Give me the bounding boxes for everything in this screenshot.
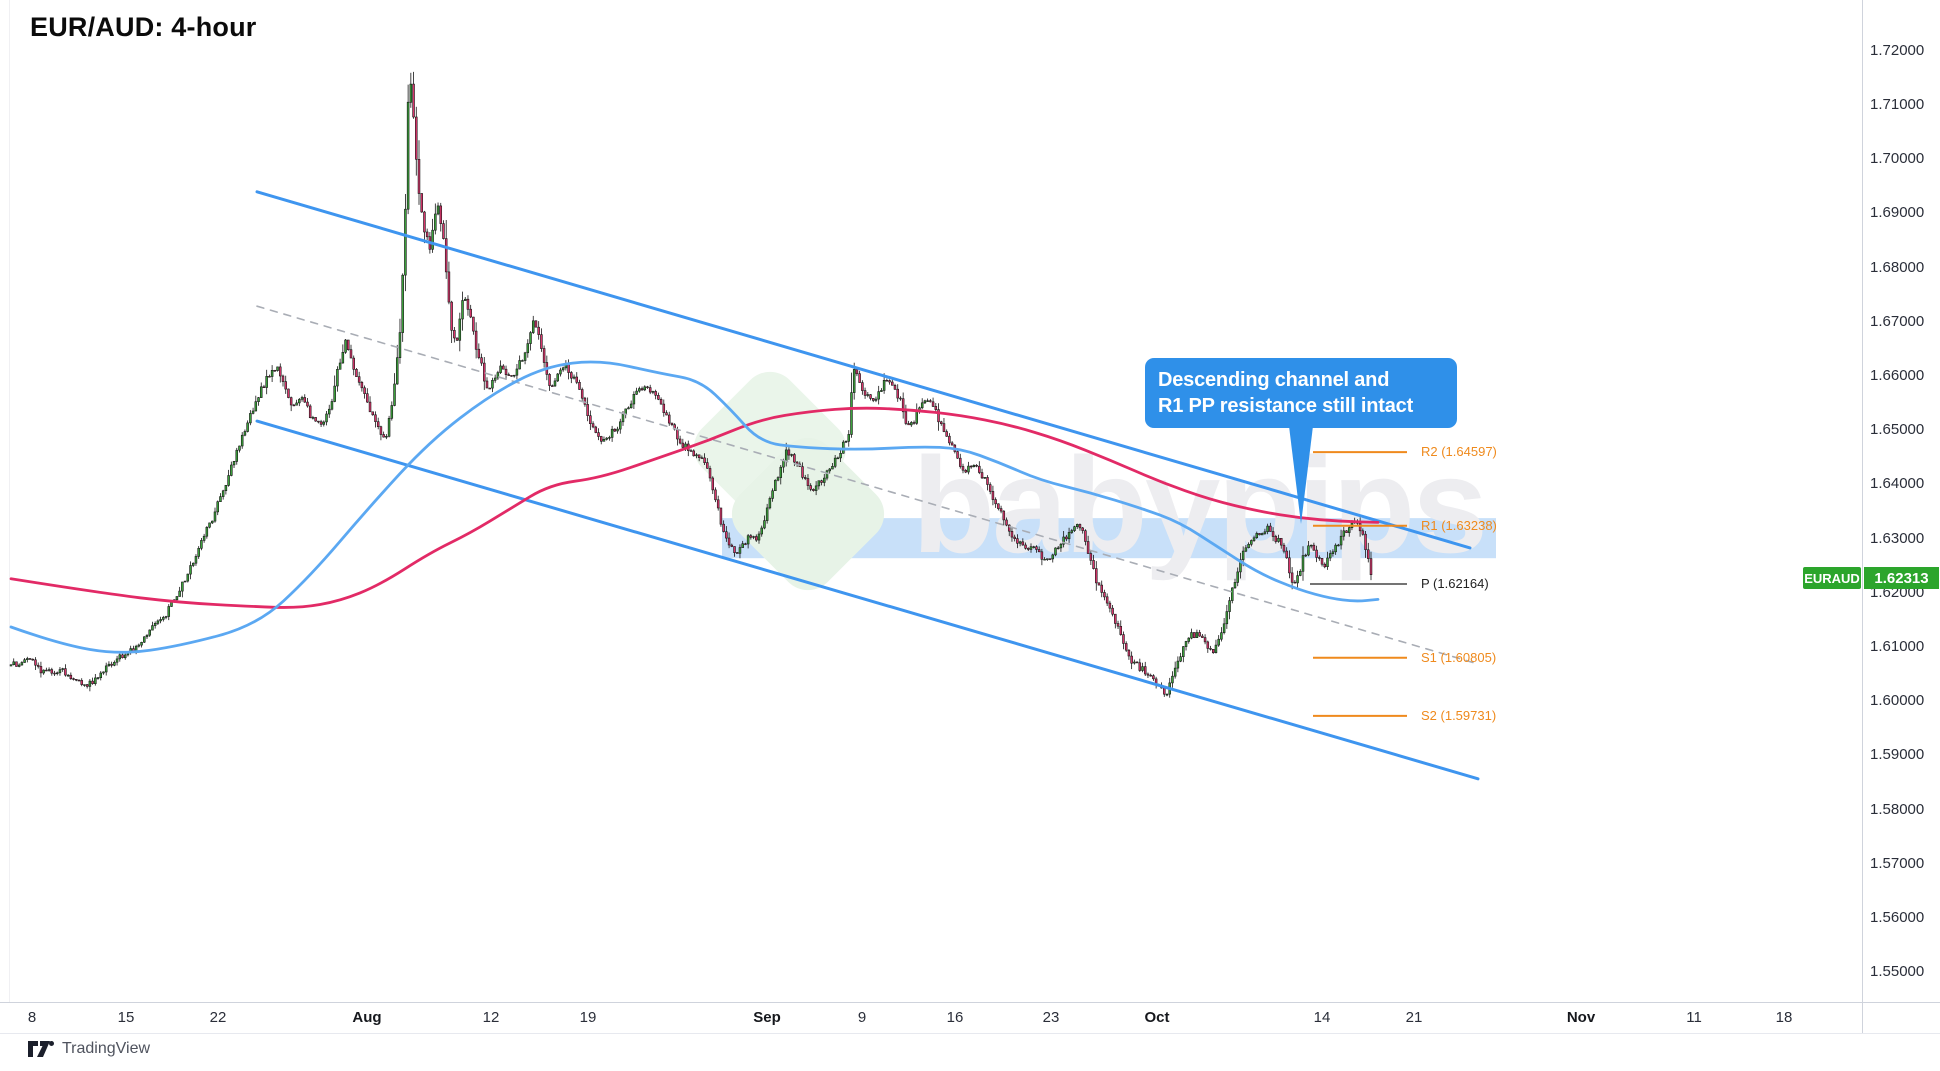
callout-pointer bbox=[1289, 426, 1313, 524]
x-axis-label: 12 bbox=[482, 1009, 500, 1026]
tradingview-icon bbox=[28, 1041, 54, 1057]
moving-averages bbox=[9, 360, 1380, 654]
y-axis-label: 1.60000 bbox=[1870, 692, 1925, 710]
x-axis-label: 14 bbox=[1313, 1009, 1331, 1026]
x-axis-label: 9 bbox=[857, 1009, 867, 1026]
x-axis-label: Sep bbox=[753, 1009, 781, 1026]
y-axis-label: 1.69000 bbox=[1870, 204, 1925, 222]
x-axis-label: 8 bbox=[27, 1009, 37, 1026]
y-axis-label: 1.66000 bbox=[1870, 367, 1925, 385]
y-axis-label: 1.71000 bbox=[1870, 96, 1925, 114]
x-axis-label: Aug bbox=[352, 1009, 382, 1026]
ma-blue bbox=[9, 360, 1380, 654]
pivot-label-S2: S2 (1.59731) bbox=[1421, 707, 1497, 723]
chart-title: EUR/AUD: 4-hour bbox=[30, 12, 257, 42]
ma-pink bbox=[9, 406, 1380, 609]
current-price-badge: 1.62313 bbox=[1864, 567, 1939, 589]
callout-line2: R1 PP resistance still intact bbox=[1158, 395, 1414, 417]
y-axis-label: 1.64000 bbox=[1870, 475, 1925, 493]
annotation-callout[interactable]: Descending channel and R1 PP resistance … bbox=[1145, 358, 1457, 428]
y-axis-label: 1.61000 bbox=[1870, 638, 1925, 656]
x-axis-label: 15 bbox=[117, 1009, 135, 1026]
y-axis-label: 1.63000 bbox=[1870, 529, 1925, 547]
x-axis-label: Nov bbox=[1566, 1009, 1596, 1026]
y-axis-label: 1.59000 bbox=[1870, 746, 1925, 764]
watermark-text: babypips bbox=[912, 429, 1485, 581]
y-axis-label: 1.65000 bbox=[1870, 421, 1925, 439]
y-axis-label: 1.72000 bbox=[1870, 41, 1925, 59]
babypips-logo-shape bbox=[731, 437, 885, 591]
pivot-lines bbox=[1310, 451, 1407, 717]
x-axis-label: Oct bbox=[1144, 1009, 1170, 1026]
tradingview-label: TradingView bbox=[62, 1040, 151, 1057]
x-axis-label: 21 bbox=[1405, 1009, 1423, 1026]
channel-mid-line bbox=[256, 305, 1475, 664]
y-axis-label: 1.70000 bbox=[1870, 150, 1925, 168]
x-axis-label: 16 bbox=[946, 1009, 964, 1026]
x-axis-label: 23 bbox=[1042, 1009, 1060, 1026]
y-axis-label: 1.55000 bbox=[1870, 963, 1925, 981]
y-axis-label: 1.67000 bbox=[1870, 312, 1925, 330]
x-axis-label: 11 bbox=[1686, 1009, 1702, 1026]
x-axis-label: 22 bbox=[209, 1009, 227, 1026]
x-axis-label: 18 bbox=[1775, 1009, 1793, 1026]
channel-lower-line bbox=[255, 419, 1480, 781]
symbol-badge: EURAUD bbox=[1803, 567, 1861, 589]
x-axis-label: 19 bbox=[579, 1009, 597, 1026]
callout-line1: Descending channel and bbox=[1158, 369, 1390, 391]
channel-upper-line bbox=[255, 190, 1472, 550]
descending-channel[interactable] bbox=[255, 190, 1480, 781]
y-axis-label: 1.58000 bbox=[1870, 800, 1925, 818]
pivot-label-R1: R1 (1.63238) bbox=[1421, 517, 1497, 533]
candles-series bbox=[9, 71, 1373, 698]
axis-borders bbox=[0, 0, 1940, 1034]
pivot-label-R2: R2 (1.64597) bbox=[1421, 444, 1497, 460]
pivot-label-S1: S1 (1.60805) bbox=[1421, 649, 1497, 665]
tradingview-logo[interactable]: TradingView bbox=[28, 1040, 150, 1058]
pivot-label-P: P (1.62164) bbox=[1421, 576, 1489, 591]
y-axis-label: 1.57000 bbox=[1870, 854, 1925, 872]
y-axis-label: 1.56000 bbox=[1870, 909, 1925, 927]
y-axis-label: 1.68000 bbox=[1870, 258, 1925, 276]
